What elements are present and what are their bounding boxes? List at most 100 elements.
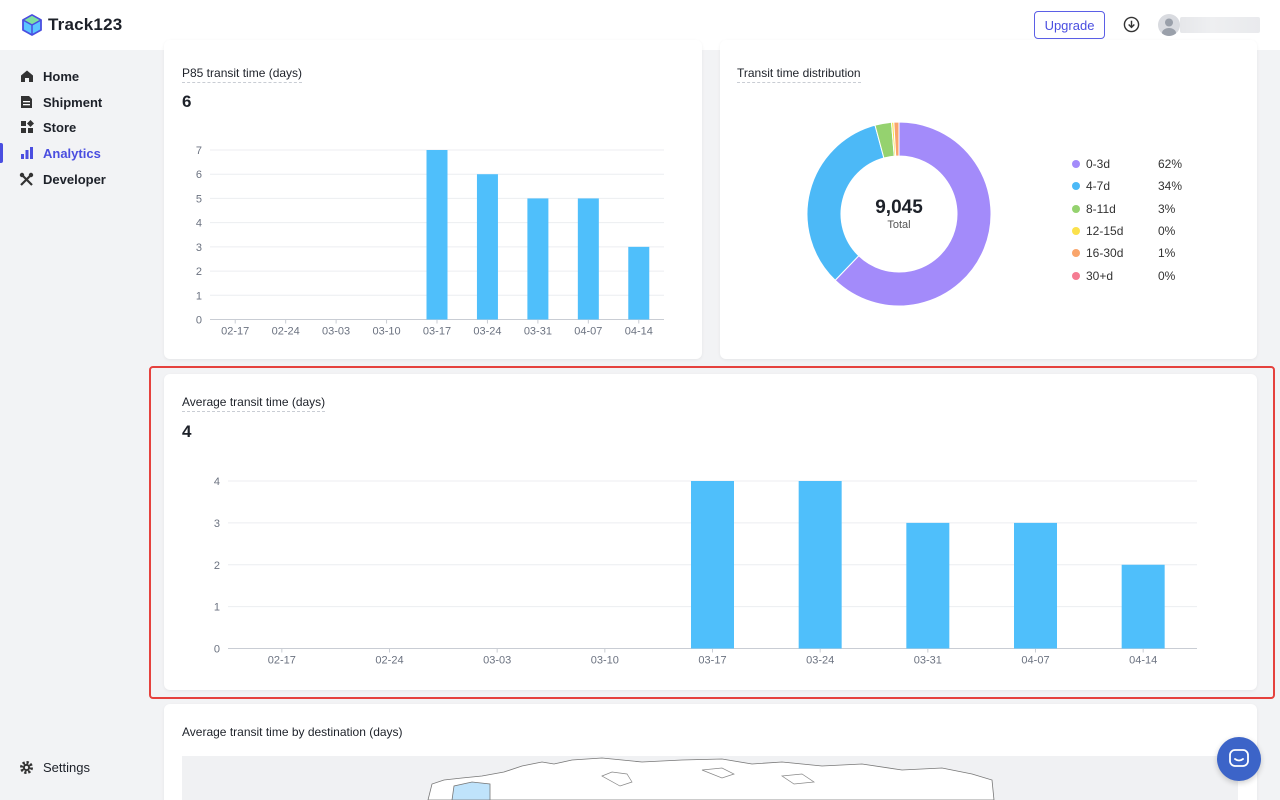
legend-dot (1072, 271, 1080, 280)
upgrade-button[interactable]: Upgrade (1034, 11, 1105, 39)
distribution-legend: 0-3d 62% 4-7d 34% 8-11d 3% 12-15d 0% 16-30d 1… (1072, 153, 1198, 287)
legend-dot (1072, 182, 1080, 191)
x-tick-label: 02-24 (272, 326, 300, 338)
legend-label: 16-30d (1086, 246, 1124, 261)
sidebar-item-store[interactable]: Store (0, 115, 142, 139)
y-tick-label: 3 (196, 242, 202, 254)
x-tick-label: 03-31 (524, 326, 552, 338)
x-tick-label: 02-17 (221, 326, 249, 338)
bar[interactable] (1121, 564, 1165, 649)
bar[interactable] (1014, 522, 1057, 649)
download-icon[interactable] (1123, 16, 1140, 33)
legend-item[interactable]: 4-7d 34% (1072, 175, 1198, 197)
y-tick-label: 5 (196, 193, 202, 205)
donut-slice[interactable] (893, 121, 900, 157)
x-tick-label: 03-17 (423, 326, 451, 338)
legend-pct: 0% (1158, 268, 1176, 283)
legend-dot (1072, 160, 1080, 169)
legend-pct: 0% (1158, 224, 1176, 239)
user-icon (1162, 18, 1176, 36)
donut-slice[interactable] (806, 124, 885, 281)
y-tick-label: 0 (214, 644, 220, 656)
x-tick-label: 03-17 (698, 655, 726, 667)
legend-item[interactable]: 16-30d 1% (1072, 242, 1198, 264)
sidebar-item-home[interactable]: Home (0, 64, 142, 88)
legend-pct: 62% (1158, 157, 1183, 172)
p85-card-value: 6 (182, 92, 192, 111)
y-tick-label: 1 (196, 290, 202, 302)
average-card-title: Average transit time (days) (182, 395, 326, 412)
sidebar-item-settings[interactable]: Settings (0, 755, 142, 779)
legend-pct: 3% (1158, 201, 1176, 216)
bar-chart-icon (19, 146, 34, 161)
legend-item[interactable]: 30+d 0% (1072, 264, 1198, 286)
legend-dot (1072, 227, 1080, 236)
bar[interactable] (476, 174, 498, 320)
legend-item[interactable]: 0-3d 62% (1072, 153, 1198, 175)
x-tick-label: 03-10 (591, 655, 619, 667)
bar[interactable] (906, 522, 950, 649)
bar[interactable] (577, 198, 599, 320)
legend-label: 4-7d (1086, 179, 1111, 194)
sidebar: Home Shipment Store Analytics Developer … (0, 50, 142, 800)
legend-dot (1072, 249, 1080, 258)
document-icon (19, 95, 34, 110)
y-tick-label: 2 (214, 560, 220, 572)
sidebar-item-developer[interactable]: Developer (0, 167, 142, 191)
sidebar-item-label: Shipment (43, 94, 103, 110)
sidebar-item-label: Analytics (43, 145, 101, 161)
y-tick-label: 3 (214, 518, 220, 530)
cube-logo-icon (22, 14, 42, 36)
chat-button[interactable] (1217, 737, 1261, 781)
x-tick-label: 03-03 (322, 326, 350, 338)
legend-label: 8-11d (1086, 201, 1116, 216)
donut-slice[interactable] (834, 121, 992, 307)
x-tick-label: 02-17 (268, 655, 296, 667)
x-tick-label: 04-14 (625, 326, 653, 338)
y-tick-label: 0 (196, 315, 202, 327)
bar[interactable] (691, 481, 734, 649)
y-tick-label: 4 (214, 476, 220, 488)
x-tick-label: 04-14 (1129, 655, 1157, 667)
y-tick-label: 1 (214, 602, 220, 614)
legend-dot (1072, 204, 1080, 213)
legend-label: 30+d (1086, 268, 1114, 283)
sidebar-item-label: Developer (43, 171, 106, 187)
x-tick-label: 04-07 (1021, 655, 1049, 667)
x-tick-label: 03-24 (473, 326, 501, 338)
p85-card-title: P85 transit time (days) (182, 66, 303, 83)
store-icon (19, 120, 34, 135)
y-tick-label: 2 (196, 266, 202, 278)
legend-pct: 1% (1158, 246, 1176, 261)
sidebar-item-analytics[interactable]: Analytics (0, 141, 142, 165)
user-name-redacted[interactable] (1180, 17, 1260, 33)
legend-label: 12-15d (1086, 224, 1124, 239)
legend-item[interactable]: 8-11d 3% (1072, 198, 1198, 220)
chat-icon (1229, 749, 1249, 767)
sidebar-item-label: Store (43, 119, 77, 135)
legend-item[interactable]: 12-15d 0% (1072, 220, 1198, 242)
logo[interactable]: Track123 (20, 13, 122, 37)
y-tick-label: 7 (196, 145, 202, 157)
bar[interactable] (628, 246, 650, 320)
x-tick-label: 03-24 (806, 655, 834, 667)
legend-pct: 34% (1158, 179, 1183, 194)
world-map[interactable] (182, 756, 1238, 800)
x-tick-label: 04-07 (574, 326, 602, 338)
y-tick-label: 4 (196, 218, 202, 230)
average-bar-chart: 0 1 2 3 4 02-17 02-24 03-03 03-10 03-17 03-24 03-31… (214, 476, 1197, 667)
bar[interactable] (426, 150, 448, 320)
legend-label: 0-3d (1086, 157, 1111, 172)
home-icon (19, 69, 34, 84)
donut-total-label: Total (887, 219, 910, 231)
sidebar-item-shipment[interactable]: Shipment (0, 90, 142, 114)
gear-icon (19, 760, 34, 775)
bar[interactable] (798, 481, 842, 649)
x-tick-label: 03-03 (483, 655, 511, 667)
p85-bar-chart: 0 1 2 3 4 5 6 7 02-17 02-24 03-03 03-10 03-17 03-24 03… (196, 145, 664, 338)
average-card-value: 4 (182, 422, 192, 441)
avatar[interactable] (1158, 14, 1180, 36)
tools-icon (19, 172, 34, 187)
sidebar-item-label: Settings (43, 759, 90, 775)
bar[interactable] (527, 198, 549, 320)
